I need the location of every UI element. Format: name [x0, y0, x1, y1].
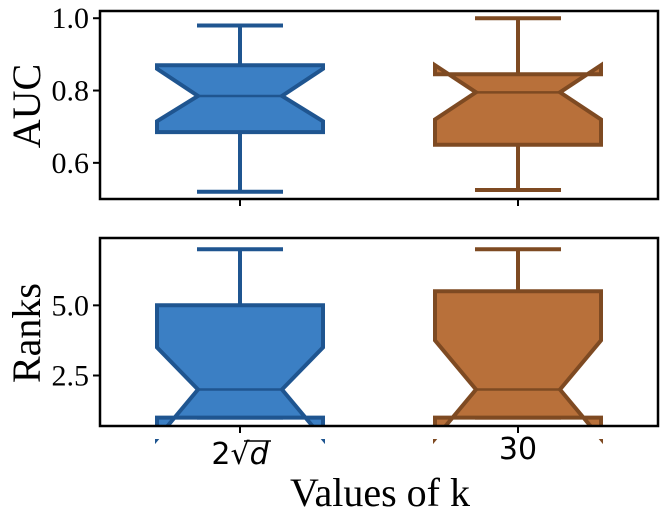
- auc-panel: 0.6 0.8 1.0: [52, 2, 660, 237]
- y-tick-label: 0.8: [52, 75, 90, 108]
- clip-band-bottom: [98, 200, 660, 237]
- ylabel-ranks: Ranks: [4, 283, 49, 383]
- x-axis-label: Values of k: [290, 470, 470, 515]
- y-tick-label: 1.0: [52, 2, 90, 35]
- y-tick-label: 0.6: [52, 147, 90, 180]
- x-tick-label-2: 30: [499, 432, 537, 467]
- x-tick-label-1: 2√d: [211, 437, 269, 472]
- box-body: [155, 303, 325, 445]
- axes-frame: [98, 9, 660, 201]
- y-tick-label: 2.5: [52, 359, 90, 392]
- ylabel-auc: AUC: [4, 64, 49, 148]
- y-tick-label: 5.0: [52, 289, 90, 322]
- box-body: [155, 63, 325, 135]
- ranks-panel: 2.5 5.0: [52, 236, 660, 445]
- axes-frame: [98, 236, 660, 428]
- box-body: [433, 289, 603, 445]
- clip-band-bottom: [98, 427, 660, 439]
- box-body: [433, 61, 603, 147]
